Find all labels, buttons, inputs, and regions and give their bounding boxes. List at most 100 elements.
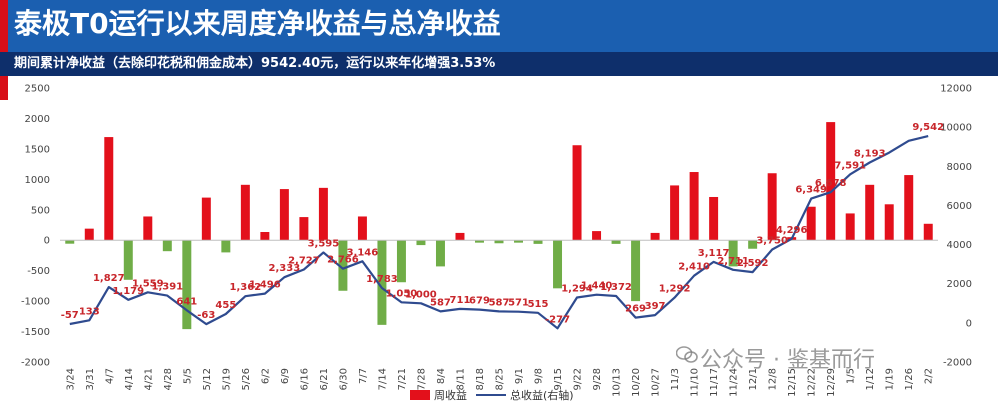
bar [533,240,543,244]
x-tick-label: 6/16 [299,368,310,390]
data-label: 8,193 [854,149,886,160]
y-right-tick-label: 2000 [947,279,972,290]
data-label: -63 [197,310,215,321]
data-label: 3,146 [347,247,379,258]
x-tick-label: 9/28 [592,368,603,390]
bar [435,240,445,267]
data-label: 1,496 [249,280,281,291]
bar [416,240,426,246]
x-tick-label: 12/22 [807,368,818,397]
x-tick-label: 11/24 [729,368,740,397]
data-label: 6,678 [815,178,847,189]
x-tick-label: 6/30 [338,368,349,390]
x-tick-label: 9/1 [514,368,525,384]
x-tick-label: 5/19 [221,368,232,390]
data-label: 1,362 [230,282,262,293]
title-bar [0,0,998,52]
data-label: 1,440 [581,281,613,292]
bar [650,232,660,241]
bar [84,228,94,241]
bar [514,240,523,243]
data-label: 1,372 [600,282,632,293]
x-tick-label: 12/1 [748,368,759,390]
x-tick-label: 9/15 [553,368,564,390]
y-right-tick-label: 6000 [947,201,972,212]
x-tick-label: 6/9 [280,368,291,384]
bar [748,240,758,249]
y-left-tick-label: -1000 [21,297,50,308]
x-tick-label: 4/14 [124,368,135,390]
y-right-tick-label: 0 [966,318,972,329]
chart-title: 泰极T0运行以来周度净收益与总净收益 [14,7,501,40]
x-tick-label: 8/25 [495,368,506,390]
x-tick-label: 8/18 [475,368,486,390]
x-tick-label: 4/7 [104,368,115,384]
y-right-axis: 12000 10000 8000 6000 4000 2000 0 -2000 [940,84,972,369]
bar-series [65,122,933,330]
bar [884,204,894,241]
bar [182,240,192,330]
watermark: 公众号 · 鉴基而行 [700,348,875,373]
y-left-tick-label: 1000 [25,175,50,186]
x-tick-label: 5/12 [202,368,213,390]
y-left-axis: 2500 2000 1500 1000 500 0 -500 -1000 -1500 -2000 [21,84,50,369]
y-left-tick-label: -500 [27,266,50,277]
data-label: 2,333 [269,263,301,274]
bar [221,240,231,253]
data-label: 3,595 [308,238,340,249]
data-label: 7,591 [834,160,866,171]
total-return-line [69,135,929,330]
x-tick-label: 12/29 [826,368,837,397]
x-tick-label: 1/26 [904,368,915,390]
wechat-icon [676,346,698,363]
legend-line-label: 总收益(右轴) [510,388,574,402]
y-left-tick-label: -2000 [21,358,50,369]
bar [65,240,75,244]
data-label: 397 [645,301,666,312]
bar [767,173,777,241]
data-label: 2,727 [288,255,320,266]
data-label: -277 [545,314,570,325]
bar [709,196,719,241]
data-label: 679 [469,296,490,307]
subtitle-bar [0,52,998,76]
data-label: 711 [450,295,471,306]
x-tick-label: 7/28 [416,368,427,390]
data-label: 2,766 [327,255,359,266]
y-left-tick-label: 1500 [25,144,50,155]
bar [845,213,855,241]
bar [299,217,309,241]
bar [318,187,328,241]
x-tick-label: 7/7 [358,368,369,384]
bar [728,240,738,267]
x-tick-label: 9/8 [534,368,545,384]
bar [553,240,563,289]
y-left-tick-label: 0 [44,236,50,247]
data-label: 1,391 [151,282,183,293]
accent-strip [0,0,8,100]
bar [455,232,465,241]
y-left-tick-label: -1500 [21,327,50,338]
x-tick-label: 6/2 [260,368,271,384]
bar [279,189,289,241]
x-tick-label: 11/17 [709,368,720,397]
data-label: 3,117 [698,248,730,259]
x-tick-label: 11/3 [670,368,681,390]
line-series [69,135,929,330]
x-tick-label: 3/31 [85,368,96,390]
x-tick-label: 2/2 [924,368,935,384]
bar [592,231,602,241]
data-label: 1,827 [93,273,125,284]
x-tick-label: 1/5 [846,368,857,384]
data-label: 1,050 [386,288,418,299]
data-label: 3,750 [756,235,788,246]
x-tick-label: 7/14 [377,368,388,390]
data-label: 455 [215,300,236,311]
bar [826,122,836,241]
bar [123,240,133,280]
data-label: 1,294 [561,284,593,295]
y-left-tick-label: 2000 [25,114,50,125]
bar [396,240,406,283]
data-label: -57 [61,310,79,321]
